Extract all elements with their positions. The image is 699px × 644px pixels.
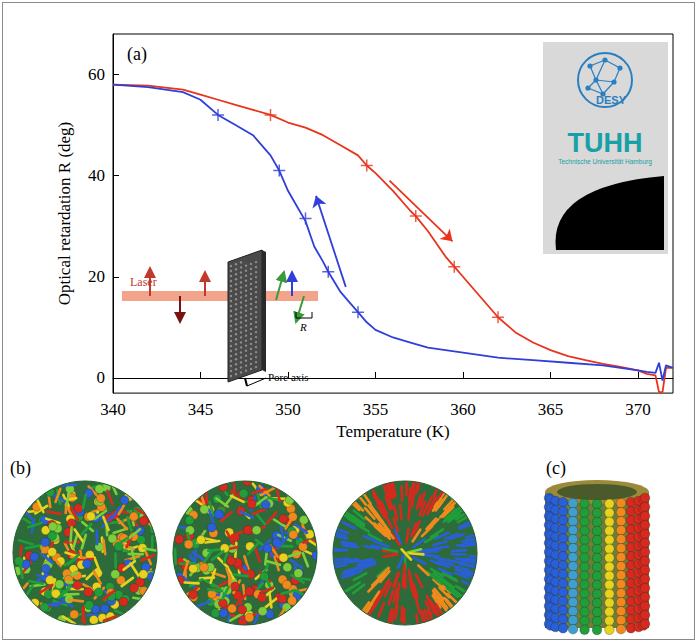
svg-text:20: 20 [88,267,105,286]
svg-text:Temperature (K): Temperature (K) [336,422,450,441]
svg-text:40: 40 [88,166,105,185]
svg-text:360: 360 [450,400,476,419]
svg-text:Pore axis: Pore axis [268,371,309,383]
svg-text:345: 345 [188,400,214,419]
svg-text:340: 340 [100,400,126,419]
svg-text:365: 365 [538,400,564,419]
svg-text:DESY: DESY [596,94,627,106]
svg-text:TUHH: TUHH [568,128,643,158]
svg-text:60: 60 [88,65,105,84]
svg-text:R: R [299,321,307,333]
svg-text:Technische Universität Hamburg: Technische Universität Hamburg [558,158,652,166]
svg-text:Optical retardation R (deg): Optical retardation R (deg) [55,122,74,306]
svg-text:350: 350 [275,400,301,419]
svg-text:Laser: Laser [130,275,157,289]
svg-text:0: 0 [97,368,106,387]
svg-text:(a): (a) [127,44,147,65]
svg-text:(b): (b) [10,458,31,479]
svg-text:(c): (c) [546,458,566,479]
svg-text:355: 355 [363,400,389,419]
svg-text:370: 370 [625,400,651,419]
